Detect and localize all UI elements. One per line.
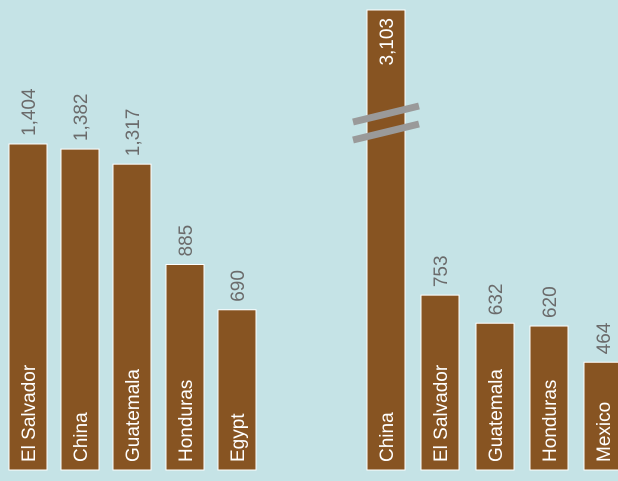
bar bbox=[217, 309, 257, 471]
category-label: China bbox=[377, 412, 398, 462]
value-label: 1,404 bbox=[19, 88, 40, 136]
bar bbox=[529, 325, 569, 471]
category-label: Egypt bbox=[228, 413, 249, 462]
value-label: 1,382 bbox=[71, 94, 92, 142]
axis-break-mark bbox=[352, 120, 420, 144]
bar bbox=[475, 322, 515, 471]
category-label: Guatemala bbox=[123, 369, 144, 462]
value-label: 632 bbox=[486, 284, 507, 316]
category-label: Honduras bbox=[540, 380, 561, 462]
value-label: 885 bbox=[176, 225, 197, 257]
category-label: El Salvador bbox=[19, 364, 40, 462]
value-label: 3,103 bbox=[377, 18, 398, 66]
bar bbox=[60, 148, 100, 471]
bar bbox=[366, 9, 406, 471]
bar bbox=[112, 163, 152, 471]
category-label: Mexico bbox=[594, 402, 615, 462]
value-label: 690 bbox=[228, 270, 249, 302]
value-label: 1,317 bbox=[123, 109, 144, 157]
value-label: 620 bbox=[540, 286, 561, 318]
category-label: China bbox=[71, 412, 92, 462]
bar bbox=[420, 294, 460, 471]
bar bbox=[583, 361, 618, 471]
value-label: 753 bbox=[431, 255, 452, 287]
bar bbox=[8, 143, 48, 471]
category-label: El Salvador bbox=[431, 364, 452, 462]
axis-break-mark bbox=[352, 102, 420, 126]
category-label: Guatemala bbox=[486, 369, 507, 462]
category-label: Honduras bbox=[176, 380, 197, 462]
bar bbox=[165, 264, 205, 471]
value-label: 464 bbox=[594, 322, 615, 354]
